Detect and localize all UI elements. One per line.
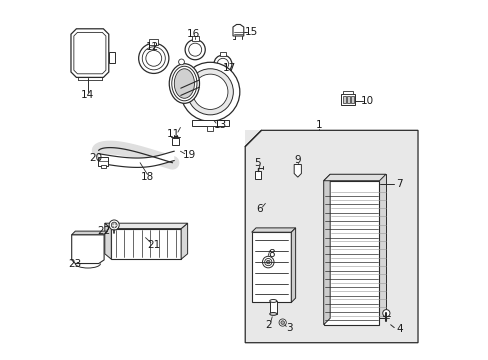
Polygon shape xyxy=(104,223,111,259)
Circle shape xyxy=(264,258,271,266)
Circle shape xyxy=(280,321,284,324)
Bar xyxy=(269,301,276,314)
Circle shape xyxy=(266,260,269,264)
Circle shape xyxy=(111,222,117,228)
Ellipse shape xyxy=(169,64,199,103)
Circle shape xyxy=(279,319,285,326)
Bar xyxy=(244,130,417,343)
Text: 14: 14 xyxy=(81,90,94,100)
Polygon shape xyxy=(181,223,187,259)
Text: 21: 21 xyxy=(147,240,160,250)
Circle shape xyxy=(382,310,389,317)
Circle shape xyxy=(213,55,231,73)
Text: 5: 5 xyxy=(253,158,260,168)
Circle shape xyxy=(217,58,228,70)
Text: 4: 4 xyxy=(395,324,402,334)
Bar xyxy=(101,165,105,168)
Circle shape xyxy=(262,256,273,268)
Text: 9: 9 xyxy=(294,155,301,165)
Bar xyxy=(191,120,228,126)
Text: 20: 20 xyxy=(89,153,102,163)
Ellipse shape xyxy=(174,69,194,98)
Ellipse shape xyxy=(171,66,197,101)
Circle shape xyxy=(185,40,205,60)
Circle shape xyxy=(142,47,165,70)
Bar xyxy=(171,138,179,145)
Bar xyxy=(340,94,354,105)
Bar xyxy=(191,36,199,41)
Bar xyxy=(351,96,353,103)
Circle shape xyxy=(192,74,227,109)
Text: 10: 10 xyxy=(360,96,373,106)
Text: 8: 8 xyxy=(267,249,274,259)
Circle shape xyxy=(139,43,168,73)
Circle shape xyxy=(187,69,233,115)
Text: 19: 19 xyxy=(183,150,196,160)
Bar xyxy=(207,126,213,131)
Polygon shape xyxy=(294,165,301,177)
Polygon shape xyxy=(232,24,244,36)
Text: 13: 13 xyxy=(213,120,226,130)
Bar xyxy=(111,229,181,259)
Circle shape xyxy=(109,220,119,230)
PathPatch shape xyxy=(99,151,174,167)
Circle shape xyxy=(178,59,184,65)
Polygon shape xyxy=(323,174,329,325)
Text: 7: 7 xyxy=(395,179,402,189)
Circle shape xyxy=(181,62,239,121)
Text: 3: 3 xyxy=(285,323,292,333)
Text: 2: 2 xyxy=(264,320,271,330)
Ellipse shape xyxy=(269,312,276,315)
Polygon shape xyxy=(291,228,295,302)
Bar xyxy=(254,171,261,179)
Text: 22: 22 xyxy=(97,226,110,236)
Text: 17: 17 xyxy=(223,63,236,73)
Bar xyxy=(343,96,346,103)
Polygon shape xyxy=(72,235,104,264)
Bar xyxy=(329,174,385,318)
Circle shape xyxy=(145,50,162,66)
Bar xyxy=(149,39,158,45)
Polygon shape xyxy=(104,223,187,229)
Bar xyxy=(347,96,349,103)
Polygon shape xyxy=(251,228,295,232)
Text: 16: 16 xyxy=(186,29,199,39)
Bar xyxy=(98,157,108,166)
Ellipse shape xyxy=(269,300,276,302)
Polygon shape xyxy=(323,174,385,181)
Text: 6: 6 xyxy=(255,204,262,214)
Bar xyxy=(342,91,352,94)
Text: 15: 15 xyxy=(244,27,258,37)
Circle shape xyxy=(188,43,201,56)
Bar xyxy=(220,52,225,56)
Text: 18: 18 xyxy=(141,172,154,182)
Text: 11: 11 xyxy=(166,129,180,139)
Text: 23: 23 xyxy=(68,258,81,269)
Bar xyxy=(108,52,115,63)
Text: 12: 12 xyxy=(145,42,159,52)
Polygon shape xyxy=(71,29,108,77)
Bar xyxy=(251,232,291,302)
Polygon shape xyxy=(323,181,379,325)
Text: 1: 1 xyxy=(315,120,321,130)
Polygon shape xyxy=(72,231,107,235)
